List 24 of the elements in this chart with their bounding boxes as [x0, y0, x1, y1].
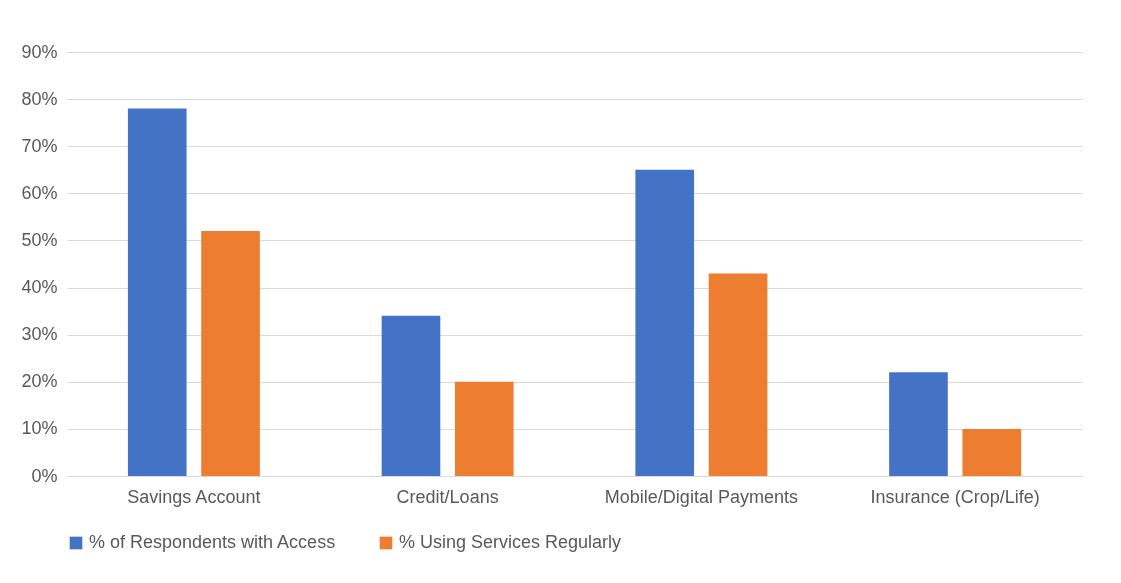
y-tick-label: 60% — [21, 182, 58, 203]
bar — [889, 372, 948, 476]
y-tick-label: 90% — [21, 41, 58, 62]
legend-label: % of Respondents with Access — [89, 532, 336, 552]
y-tick-label: 80% — [21, 88, 58, 109]
y-tick-label: 10% — [21, 418, 58, 439]
bar — [381, 315, 441, 476]
y-tick-label: 40% — [21, 277, 58, 298]
x-tick-label: Insurance (Crop/Life) — [870, 486, 1040, 507]
x-tick-label: Savings Account — [127, 486, 261, 507]
y-tick-label: 30% — [21, 324, 58, 345]
bar — [201, 231, 260, 476]
x-tick-label: Mobile/Digital Payments — [604, 486, 798, 507]
y-tick-label: 20% — [21, 371, 58, 392]
y-tick-label: 50% — [21, 229, 58, 250]
legend-label: % Using Services Regularly — [399, 532, 622, 552]
bar — [962, 428, 1022, 476]
bar — [127, 108, 187, 476]
y-tick-label: 0% — [31, 465, 58, 486]
bar — [708, 273, 768, 476]
x-tick-label: Credit/Loans — [396, 486, 499, 507]
bar — [635, 169, 695, 476]
y-tick-label: 70% — [21, 135, 58, 156]
bar — [454, 381, 514, 476]
